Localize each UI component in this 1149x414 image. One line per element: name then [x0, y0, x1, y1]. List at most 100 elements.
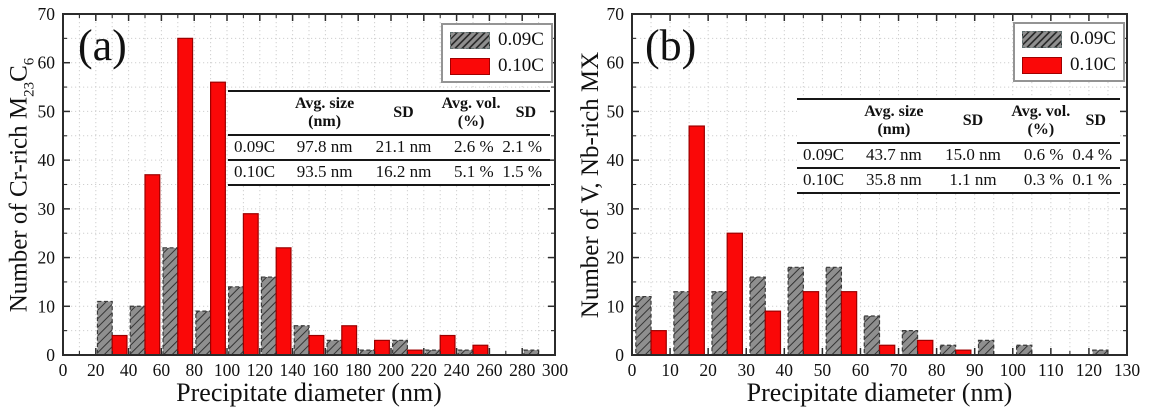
svg-text:30: 30	[737, 360, 755, 380]
svg-text:80: 80	[928, 360, 946, 380]
svg-text:240: 240	[443, 360, 470, 380]
legend-label-009c: 0.09C	[498, 29, 544, 50]
stats-table-b: Avg. size (nm) SD Avg. vol. (%) SD 0.09C…	[797, 97, 1120, 195]
red-swatch-icon	[450, 57, 490, 75]
svg-text:110: 110	[1038, 360, 1064, 380]
table-cell: 0.10C	[228, 160, 283, 187]
table-cell: 1.5 %	[501, 160, 550, 187]
svg-text:10: 10	[38, 296, 56, 316]
panel-b: 0 10 20 30 40 50 60 70 80 90 100 110 120 130 0 10 20 30 40…	[575, 0, 1149, 414]
y-axis-title-segment: C	[5, 64, 33, 82]
table-cell: 0.3 %	[1010, 168, 1072, 195]
svg-text:100: 100	[214, 360, 241, 380]
col-header-sd1: SD	[935, 97, 1011, 145]
col-header-avg-vol: Avg. vol. (%)	[1010, 97, 1072, 145]
svg-text:0: 0	[628, 360, 637, 380]
x-axis-title-b: Precipitate diameter (nm)	[746, 378, 1013, 407]
y-axis-title-segment: Number of Cr-rich M	[5, 96, 33, 312]
table-row: 0.09C 97.8 nm 21.1 nm 2.6 % 2.1 %	[228, 135, 550, 162]
table-cell: 43.7 nm	[851, 143, 936, 170]
hatched-gray-swatch-icon	[450, 31, 490, 49]
svg-text:60: 60	[153, 360, 171, 380]
table-header-row: Avg. size (nm) SD Avg. vol. (%) SD	[228, 89, 550, 137]
svg-text:120: 120	[1076, 360, 1103, 380]
svg-text:90: 90	[966, 360, 984, 380]
svg-text:50: 50	[607, 101, 625, 121]
table-row: 0.10C 35.8 nm 1.1 nm 0.3 % 0.1 %	[797, 168, 1120, 195]
svg-text:260: 260	[476, 360, 503, 380]
table-cell: 21.1 nm	[366, 135, 441, 162]
svg-text:140: 140	[279, 360, 306, 380]
svg-text:60: 60	[38, 53, 56, 73]
table-cell: 16.2 nm	[366, 160, 441, 187]
y-axis-title-a: Number of Cr-rich M23C6	[6, 57, 39, 312]
svg-text:180: 180	[345, 360, 372, 380]
svg-text:20: 20	[607, 248, 625, 268]
chart-a-plot: 0 20 40 60 80 100 120 140 160 180 200 220 240 260 280 3…	[38, 4, 569, 380]
y-axis-title-b: Number of V, Nb-rich MX	[577, 51, 605, 317]
table-cell: 0.09C	[228, 135, 283, 162]
panel-b-label: (b)	[645, 21, 697, 70]
col-header-sd2: SD	[501, 89, 550, 137]
panel-a-label: (a)	[78, 21, 127, 70]
table-cell: 93.5 nm	[282, 160, 367, 187]
y-axis-title-segment: 23	[21, 81, 38, 97]
svg-text:280: 280	[509, 360, 536, 380]
col-header-sd1: SD	[366, 89, 441, 137]
legend-item-010c: 0.10C	[1022, 54, 1116, 76]
table-cell: 0.4 %	[1071, 143, 1120, 170]
legend-b: 0.09C 0.10C	[1013, 22, 1125, 82]
legend-item-009c: 0.09C	[1022, 28, 1116, 50]
svg-text:160: 160	[312, 360, 339, 380]
col-header-sd2: SD	[1071, 97, 1120, 145]
table-cell: 35.8 nm	[851, 168, 936, 195]
table-cell: 5.1 %	[440, 160, 502, 187]
svg-text:220: 220	[411, 360, 438, 380]
legend-label-010c: 0.10C	[498, 55, 544, 76]
svg-text:30: 30	[38, 199, 56, 219]
svg-text:40: 40	[120, 360, 138, 380]
legend-label-010c: 0.10C	[1070, 54, 1116, 75]
legend-a: 0.09C 0.10C	[441, 23, 553, 83]
table-header-row: Avg. size (nm) SD Avg. vol. (%) SD	[797, 97, 1120, 145]
svg-text:50: 50	[38, 101, 56, 121]
table-cell: 0.10C	[797, 168, 852, 195]
svg-text:70: 70	[607, 4, 625, 24]
svg-text:200: 200	[378, 360, 405, 380]
svg-text:0: 0	[59, 360, 68, 380]
table-cell: 0.6 %	[1010, 143, 1072, 170]
red-swatch-icon	[1022, 56, 1062, 74]
table-cell: 1.1 nm	[935, 168, 1011, 195]
table-cell: 15.0 nm	[935, 143, 1011, 170]
svg-text:20: 20	[699, 360, 717, 380]
table-cell: 0.1 %	[1071, 168, 1120, 195]
svg-text:0: 0	[46, 345, 55, 365]
svg-text:20: 20	[87, 360, 105, 380]
svg-text:10: 10	[607, 296, 625, 316]
svg-text:300: 300	[542, 360, 569, 380]
panel-a: 0 20 40 60 80 100 120 140 160 180 200 220 240 260 280 3…	[6, 4, 569, 407]
table-row: 0.09C 43.7 nm 15.0 nm 0.6 % 0.4 %	[797, 143, 1120, 170]
table-row: 0.10C 93.5 nm 16.2 nm 5.1 % 1.5 %	[228, 160, 550, 187]
svg-text:100: 100	[1000, 360, 1027, 380]
col-header-blank	[228, 89, 283, 137]
col-header-avg-size: Avg. size (nm)	[282, 89, 367, 137]
legend-item-009c: 0.09C	[450, 29, 544, 51]
table-cell: 0.09C	[797, 143, 852, 170]
svg-text:80: 80	[185, 360, 203, 380]
table-cell: 2.1 %	[501, 135, 550, 162]
svg-text:60: 60	[852, 360, 870, 380]
legend-label-009c: 0.09C	[1070, 28, 1116, 49]
svg-text:20: 20	[38, 248, 56, 268]
svg-text:40: 40	[38, 150, 56, 170]
col-header-avg-vol: Avg. vol. (%)	[440, 89, 502, 137]
y-axis-title-segment: 6	[21, 57, 38, 65]
x-axis-title-a: Precipitate diameter (nm)	[176, 378, 442, 407]
svg-text:120: 120	[247, 360, 274, 380]
table-cell: 97.8 nm	[282, 135, 367, 162]
table-cell: 2.6 %	[440, 135, 502, 162]
svg-text:130: 130	[1114, 360, 1141, 380]
col-header-avg-size: Avg. size (nm)	[851, 97, 936, 145]
svg-text:50: 50	[814, 360, 832, 380]
svg-text:10: 10	[661, 360, 679, 380]
